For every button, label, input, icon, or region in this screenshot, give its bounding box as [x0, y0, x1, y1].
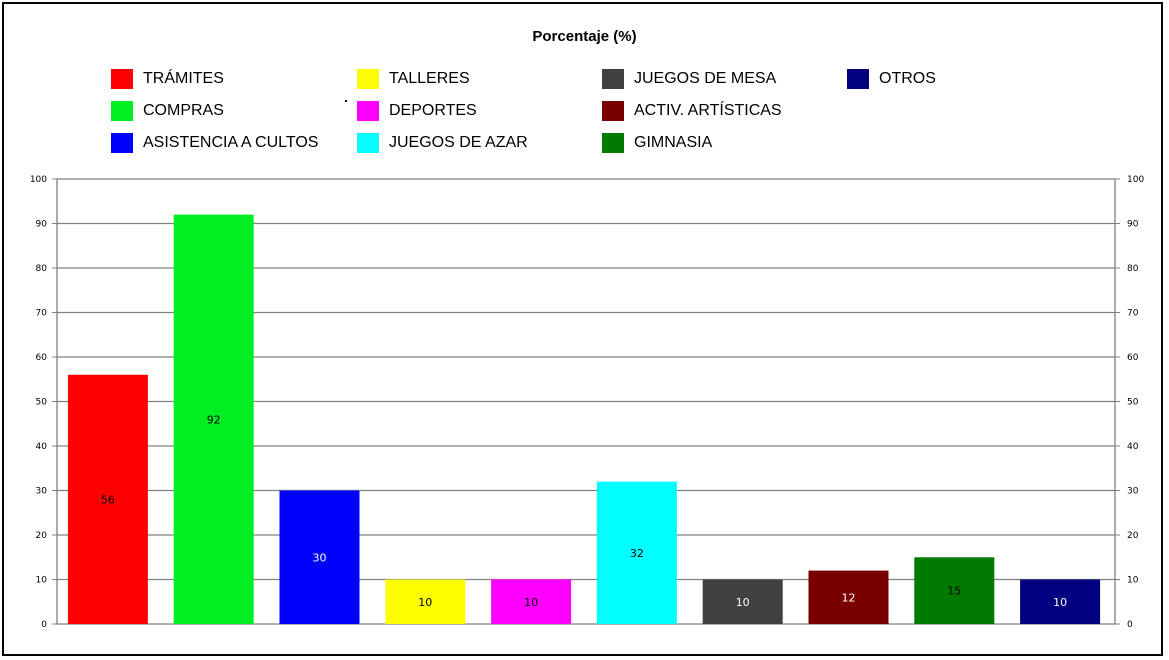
legend-item: JUEGOS DE MESA — [602, 68, 776, 90]
legend-item: TALLERES — [357, 68, 470, 90]
legend-label: ASISTENCIA A CULTOS — [143, 134, 319, 151]
legend-swatch — [602, 101, 624, 121]
legend-label: JUEGOS DE AZAR — [389, 134, 528, 151]
legend-item: ASISTENCIA A CULTOS — [111, 132, 318, 154]
y-tick-label-left: 10 — [36, 576, 48, 586]
y-tick-label-right: 60 — [1127, 353, 1139, 363]
y-tick-label-right: 70 — [1127, 309, 1139, 319]
y-tick-label-right: 0 — [1127, 620, 1133, 630]
legend-swatch — [111, 69, 133, 89]
y-tick-label-right: 40 — [1127, 442, 1139, 452]
chart-title: Porcentaje (%) — [532, 28, 637, 45]
legend-swatch — [357, 69, 379, 89]
bar-2 — [173, 214, 254, 624]
legend-item: GIMNASIA — [602, 132, 712, 154]
bar-9 — [914, 557, 995, 624]
legend-swatch — [847, 69, 869, 89]
legend-swatch — [602, 69, 624, 89]
legend-label: JUEGOS DE MESA — [634, 70, 777, 87]
bar-value-label: 10 — [1053, 596, 1067, 609]
legend-swatch — [111, 101, 133, 121]
bar-7 — [702, 579, 783, 624]
legend-swatch — [357, 133, 379, 153]
legend-label: COMPRAS — [143, 102, 224, 119]
legend-swatch — [602, 133, 624, 153]
bar-5 — [491, 579, 572, 624]
y-tick-label-left: 40 — [36, 442, 48, 452]
legend-swatch — [357, 101, 379, 121]
legend-label: ACTIV. ARTÍSTICAS — [634, 102, 782, 119]
legend-label: TALLERES — [389, 70, 470, 87]
y-tick-label-left: 50 — [36, 398, 48, 408]
bar-1 — [67, 374, 148, 624]
legend-label: OTROS — [879, 70, 936, 87]
bar-value-label: 56 — [101, 493, 115, 506]
y-tick-label-left: 60 — [36, 353, 48, 363]
legend-item: JUEGOS DE AZAR — [357, 132, 528, 154]
y-tick-label-right: 90 — [1127, 220, 1139, 230]
y-tick-label-left: 100 — [30, 175, 47, 185]
y-tick-label-right: 50 — [1127, 398, 1139, 408]
y-tick-label-left: 0 — [41, 620, 47, 630]
legend-item: ACTIV. ARTÍSTICAS — [602, 100, 782, 122]
y-tick-label-right: 10 — [1127, 576, 1139, 586]
bar-value-label: 32 — [630, 547, 644, 560]
bar-3 — [279, 490, 360, 624]
bar-value-label: 10 — [524, 596, 538, 609]
bar-value-label: 92 — [207, 413, 221, 426]
bar-value-label: 15 — [947, 585, 961, 598]
y-tick-label-left: 30 — [36, 487, 48, 497]
y-tick-label-left: 90 — [36, 220, 48, 230]
bar-value-label: 30 — [313, 551, 327, 564]
y-tick-label-right: 80 — [1127, 264, 1139, 274]
bar-value-label: 10 — [418, 596, 432, 609]
y-tick-label-right: 20 — [1127, 531, 1139, 541]
bar-8 — [808, 570, 889, 624]
bar-6 — [596, 481, 677, 624]
legend-item: DEPORTES — [357, 100, 477, 122]
bar-4 — [385, 579, 466, 624]
legend-label: TRÁMITES — [143, 70, 224, 87]
legend-swatch — [111, 133, 133, 153]
y-tick-label-right: 100 — [1127, 175, 1144, 185]
bar-10 — [1020, 579, 1101, 624]
y-tick-label-left: 80 — [36, 264, 48, 274]
y-tick-label-left: 70 — [36, 309, 48, 319]
legend-item: OTROS — [847, 68, 936, 90]
bar-value-label: 10 — [736, 596, 750, 609]
legend-item: TRÁMITES — [111, 68, 224, 90]
bar-value-label: 12 — [842, 591, 856, 604]
y-tick-label-left: 20 — [36, 531, 48, 541]
legend-label: GIMNASIA — [634, 134, 713, 151]
legend-item: COMPRAS — [111, 100, 224, 122]
y-tick-label-right: 30 — [1127, 487, 1139, 497]
stray-dot-mark — [345, 100, 347, 102]
legend-label: DEPORTES — [389, 102, 477, 119]
